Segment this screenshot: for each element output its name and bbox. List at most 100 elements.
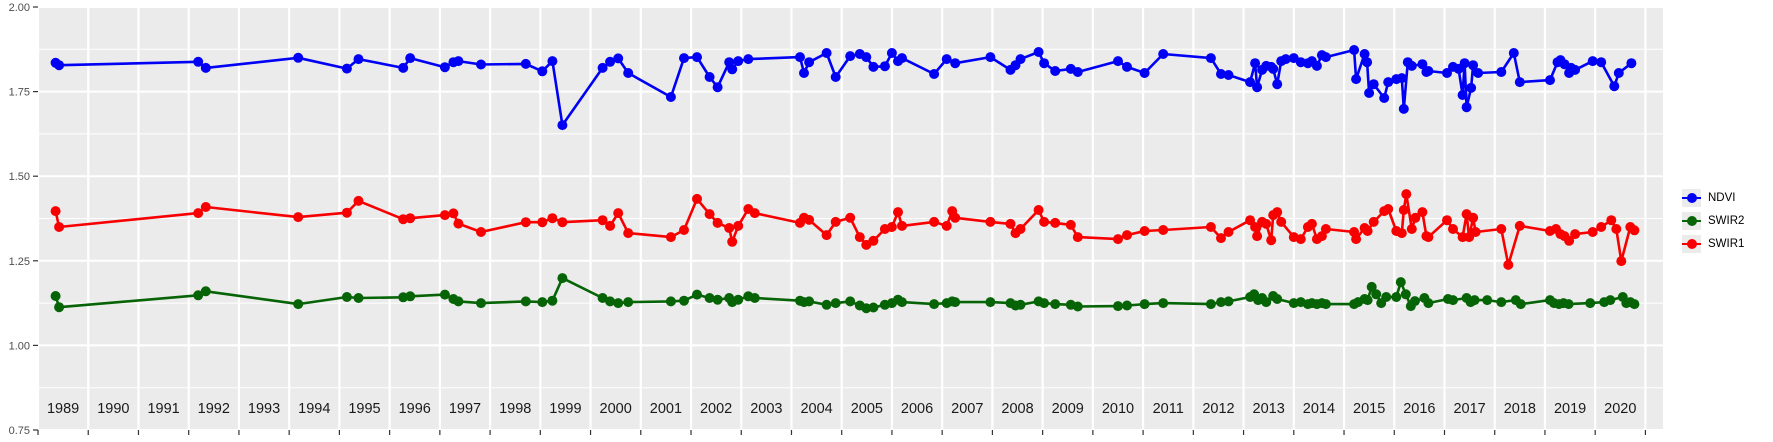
x-axis-label: 2014 xyxy=(1303,401,1335,417)
data-point-ndvi xyxy=(897,53,907,64)
data-point-ndvi xyxy=(453,56,464,67)
data-point-swir1 xyxy=(623,228,634,239)
data-point-ndvi xyxy=(623,68,634,78)
data-point-swir1 xyxy=(1514,220,1525,231)
data-point-swir2 xyxy=(1482,295,1493,306)
data-point-swir1 xyxy=(1276,216,1287,227)
data-point-swir2 xyxy=(1223,296,1234,307)
data-point-ndvi xyxy=(727,64,738,75)
x-axis-label: 2003 xyxy=(750,401,782,417)
data-point-swir1 xyxy=(341,207,352,218)
data-point-ndvi xyxy=(1250,58,1261,69)
y-axis-label: 1.75 xyxy=(9,87,30,99)
x-axis-label: 2011 xyxy=(1153,401,1184,417)
data-point-ndvi xyxy=(439,62,450,73)
data-point-swir1 xyxy=(50,206,61,217)
data-point-swir2 xyxy=(1113,301,1123,312)
data-point-swir1 xyxy=(749,208,760,219)
data-point-swir1 xyxy=(293,212,304,223)
data-point-swir1 xyxy=(868,235,879,246)
data-point-ndvi xyxy=(1587,56,1598,67)
data-point-ndvi xyxy=(795,52,805,63)
data-point-swir1 xyxy=(439,210,450,221)
data-point-swir2 xyxy=(1515,299,1526,310)
data-point-swir2 xyxy=(749,293,760,303)
data-point-swir1 xyxy=(733,220,744,231)
data-point-swir2 xyxy=(1139,299,1150,310)
data-point-swir2 xyxy=(1381,292,1392,302)
x-axis-label: 2008 xyxy=(1001,401,1033,417)
data-point-swir1 xyxy=(1216,233,1226,244)
data-point-swir2 xyxy=(804,296,815,307)
data-point-swir2 xyxy=(704,293,715,303)
data-point-swir1 xyxy=(537,217,548,228)
data-point-swir1 xyxy=(712,217,723,228)
y-axis-label: 1.25 xyxy=(9,256,30,268)
data-point-swir1 xyxy=(1423,232,1434,243)
data-point-ndvi xyxy=(193,56,204,67)
data-point-ndvi xyxy=(1362,57,1373,68)
data-point-swir2 xyxy=(665,296,676,307)
data-point-swir1 xyxy=(557,217,568,228)
data-point-ndvi xyxy=(54,60,65,71)
data-point-ndvi xyxy=(341,63,352,74)
x-axis-label: 1999 xyxy=(549,401,581,417)
data-point-swir2 xyxy=(293,299,304,310)
data-point-ndvi xyxy=(1359,49,1370,59)
data-point-ndvi xyxy=(476,59,486,70)
data-point-swir2 xyxy=(1496,297,1507,308)
data-point-ndvi xyxy=(1368,79,1379,90)
data-point-swir1 xyxy=(1306,218,1317,229)
data-point-swir1 xyxy=(1503,259,1514,270)
data-point-ndvi xyxy=(1015,54,1026,65)
data-point-ndvi xyxy=(1626,58,1637,69)
x-axis-label: 2009 xyxy=(1052,401,1084,417)
data-point-swir1 xyxy=(1362,226,1373,236)
data-point-swir1 xyxy=(724,223,735,233)
data-point-ndvi xyxy=(1216,69,1226,79)
data-point-swir2 xyxy=(868,302,879,313)
data-point-swir2 xyxy=(537,297,548,308)
data-point-swir2 xyxy=(1563,299,1574,310)
data-point-swir2 xyxy=(341,292,352,302)
data-point-ndvi xyxy=(743,54,754,65)
data-point-swir2 xyxy=(1605,295,1616,306)
data-point-swir1 xyxy=(613,208,624,219)
data-point-swir1 xyxy=(1122,230,1132,241)
data-point-swir1 xyxy=(1629,225,1640,236)
data-point-swir2 xyxy=(1629,299,1640,310)
data-point-swir1 xyxy=(1223,227,1234,237)
data-point-swir2 xyxy=(821,299,832,310)
data-point-ndvi xyxy=(1272,79,1283,90)
data-point-swir1 xyxy=(679,225,689,235)
data-point-swir1 xyxy=(950,212,961,223)
data-point-swir1 xyxy=(597,215,608,226)
data-point-ndvi xyxy=(1596,57,1607,68)
x-axis-label: 1992 xyxy=(198,401,230,417)
data-point-ndvi xyxy=(1406,60,1417,71)
data-point-swir1 xyxy=(1398,205,1409,215)
x-axis-label: 2019 xyxy=(1554,401,1586,417)
data-point-swir1 xyxy=(1442,215,1452,226)
data-point-ndvi xyxy=(1496,67,1507,77)
data-point-swir1 xyxy=(1250,222,1261,232)
data-point-swir2 xyxy=(520,296,531,307)
data-point-swir1 xyxy=(941,220,952,231)
data-point-swir2 xyxy=(1362,295,1373,306)
data-point-swir2 xyxy=(712,294,723,305)
x-axis-label: 1994 xyxy=(298,401,330,417)
y-axis-label: 0.75 xyxy=(9,425,30,437)
x-axis-label: 1997 xyxy=(449,401,481,417)
x-axis-label: 1991 xyxy=(147,401,179,417)
legend-key-swir2 xyxy=(1682,212,1701,230)
data-point-ndvi xyxy=(1514,77,1525,88)
data-point-ndvi xyxy=(886,48,897,58)
legend-dot-icon xyxy=(1686,193,1697,203)
data-point-ndvi xyxy=(1398,103,1409,114)
data-point-swir2 xyxy=(1072,301,1083,312)
data-point-swir2 xyxy=(405,291,416,302)
data-point-ndvi xyxy=(821,48,832,58)
data-point-swir1 xyxy=(897,220,907,231)
data-point-ndvi xyxy=(679,53,689,64)
